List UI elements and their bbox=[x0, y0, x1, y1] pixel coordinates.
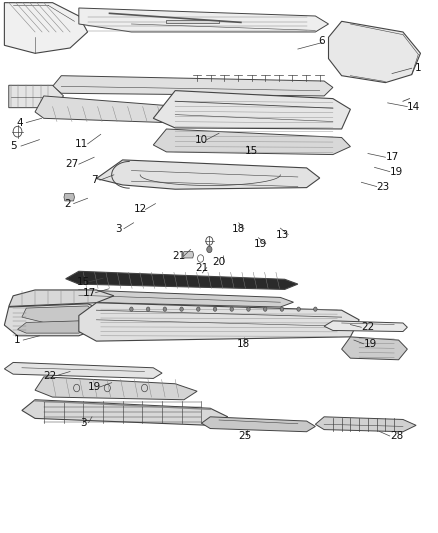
Circle shape bbox=[197, 307, 200, 311]
Text: 21: 21 bbox=[172, 251, 185, 261]
Polygon shape bbox=[9, 290, 114, 306]
Circle shape bbox=[180, 307, 184, 311]
Polygon shape bbox=[22, 306, 96, 322]
Text: 11: 11 bbox=[74, 139, 88, 149]
Text: 14: 14 bbox=[407, 102, 420, 111]
Text: 1: 1 bbox=[14, 335, 21, 345]
Text: 13: 13 bbox=[276, 230, 289, 239]
Text: 6: 6 bbox=[318, 36, 325, 45]
Circle shape bbox=[230, 307, 233, 311]
Text: 19: 19 bbox=[390, 167, 403, 176]
Text: 17: 17 bbox=[83, 288, 96, 297]
Polygon shape bbox=[201, 417, 315, 432]
Polygon shape bbox=[4, 304, 109, 336]
Circle shape bbox=[213, 307, 217, 311]
Text: 3: 3 bbox=[115, 224, 122, 233]
Text: 22: 22 bbox=[44, 371, 57, 381]
Circle shape bbox=[297, 307, 300, 311]
Text: 7: 7 bbox=[91, 175, 98, 185]
Text: 17: 17 bbox=[385, 152, 399, 162]
Text: 4: 4 bbox=[16, 118, 23, 127]
Text: 2: 2 bbox=[64, 199, 71, 208]
Text: 15: 15 bbox=[245, 147, 258, 156]
Polygon shape bbox=[22, 400, 228, 425]
Text: 28: 28 bbox=[390, 431, 403, 441]
Polygon shape bbox=[79, 303, 359, 341]
Polygon shape bbox=[166, 20, 219, 23]
Polygon shape bbox=[53, 76, 333, 96]
Polygon shape bbox=[153, 129, 350, 155]
Polygon shape bbox=[9, 85, 64, 108]
Polygon shape bbox=[18, 321, 88, 333]
Polygon shape bbox=[183, 252, 194, 258]
Circle shape bbox=[280, 307, 284, 311]
Text: 19: 19 bbox=[364, 339, 377, 349]
Text: 20: 20 bbox=[212, 257, 226, 267]
Polygon shape bbox=[66, 271, 298, 289]
Polygon shape bbox=[35, 377, 197, 400]
Polygon shape bbox=[35, 96, 175, 123]
Circle shape bbox=[314, 307, 317, 311]
Text: 15: 15 bbox=[77, 277, 90, 287]
Polygon shape bbox=[64, 193, 74, 201]
Text: 1: 1 bbox=[415, 63, 422, 73]
Circle shape bbox=[146, 307, 150, 311]
Polygon shape bbox=[4, 362, 162, 378]
Text: 5: 5 bbox=[10, 141, 17, 151]
Polygon shape bbox=[153, 91, 350, 129]
Polygon shape bbox=[324, 321, 407, 332]
Text: 3: 3 bbox=[80, 418, 87, 427]
Text: 25: 25 bbox=[238, 431, 251, 441]
Polygon shape bbox=[66, 290, 293, 307]
Text: 27: 27 bbox=[66, 159, 79, 169]
Text: 10: 10 bbox=[195, 135, 208, 144]
Polygon shape bbox=[342, 337, 407, 360]
Polygon shape bbox=[315, 417, 416, 432]
Polygon shape bbox=[96, 160, 320, 189]
Circle shape bbox=[207, 246, 212, 253]
Text: 22: 22 bbox=[361, 322, 374, 332]
Text: 21: 21 bbox=[195, 263, 208, 272]
Circle shape bbox=[130, 307, 133, 311]
Text: 23: 23 bbox=[377, 182, 390, 191]
Circle shape bbox=[163, 307, 166, 311]
Circle shape bbox=[263, 307, 267, 311]
Text: 19: 19 bbox=[254, 239, 267, 248]
Polygon shape bbox=[328, 21, 420, 83]
Text: 18: 18 bbox=[232, 224, 245, 233]
Polygon shape bbox=[4, 3, 88, 53]
Text: 18: 18 bbox=[237, 339, 250, 349]
Text: 19: 19 bbox=[88, 382, 101, 392]
Circle shape bbox=[247, 307, 250, 311]
Text: 12: 12 bbox=[134, 205, 147, 214]
Polygon shape bbox=[79, 8, 328, 32]
